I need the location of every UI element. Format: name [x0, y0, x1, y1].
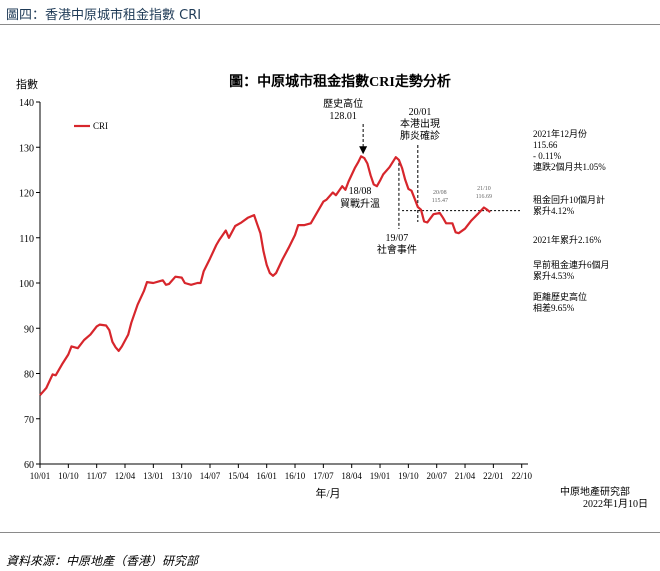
- x-tick-label: 10/01: [30, 471, 51, 481]
- covid-label-1: 本港出現: [400, 117, 440, 130]
- x-tick-label: 13/10: [171, 471, 192, 481]
- x-tick-label: 11/07: [87, 471, 108, 481]
- x-tick-label: 19/01: [370, 471, 391, 481]
- legend-label-cri: CRI: [93, 121, 108, 131]
- right-note-3-line: 2021年累升2.16%: [533, 234, 602, 245]
- x-tick-label: 15/04: [228, 471, 249, 481]
- x-tick-label: 16/01: [256, 471, 277, 481]
- peak-annotation-value: 128.01: [329, 111, 357, 122]
- x-tick-label: 18/04: [341, 471, 362, 481]
- social-event-date: 19/07: [386, 233, 409, 244]
- covid-label-2: 肺炎確診: [400, 129, 440, 142]
- figure-caption: 圖四：香港中原城市租金指數 CRI: [6, 8, 202, 23]
- y-tick-label: 110: [19, 234, 34, 245]
- y-tick-label: 100: [19, 279, 34, 290]
- peak-annotation-arrow: [359, 146, 368, 155]
- right-note-1-line: - 0.11%: [533, 151, 562, 161]
- y-tick-label: 140: [19, 98, 34, 109]
- x-tick-label: 10/10: [58, 471, 79, 481]
- right-note-1-line: 連跌2個月共1.05%: [533, 161, 606, 172]
- chart-title: 圖：中原城市租金指數CRI走勢分析: [229, 73, 451, 90]
- cri-series-line: [39, 155, 491, 396]
- y-tick-label: 130: [19, 143, 34, 154]
- y-tick-label: 120: [19, 189, 34, 200]
- x-tick-label: 12/04: [115, 471, 136, 481]
- small-label-date-1: 20/08: [433, 190, 447, 196]
- y-tick-label: 60: [24, 460, 34, 471]
- y-axis-label: 指數: [16, 77, 38, 91]
- trade-war-date: 18/08: [349, 186, 372, 197]
- small-label-value-1: 115.47: [432, 198, 448, 204]
- small-label-date-2: 21/10: [477, 186, 491, 192]
- x-tick-label: 19/10: [398, 471, 419, 481]
- x-axis-label: 年/月: [315, 486, 340, 500]
- peak-annotation-title: 歷史高位: [323, 97, 363, 110]
- credit-date: 2022年1月10日: [583, 499, 648, 510]
- right-note-1-line: 115.66: [533, 140, 558, 150]
- right-note-5-line: 相差9.65%: [533, 302, 575, 313]
- x-tick-label: 22/01: [483, 471, 504, 481]
- trade-war-label: 貿戰升溫: [340, 198, 380, 210]
- x-tick-label: 17/07: [313, 471, 334, 481]
- right-note-2-line: 租金回升10個月計: [533, 194, 605, 205]
- y-tick-label: 80: [24, 370, 34, 381]
- bottom-divider: [0, 532, 660, 533]
- x-tick-label: 16/10: [285, 471, 306, 481]
- x-tick-label: 21/04: [455, 471, 476, 481]
- top-divider: [0, 24, 660, 25]
- right-note-4-line: 早前租金連升6個月: [533, 259, 610, 270]
- y-tick-label: 70: [24, 415, 34, 426]
- right-note-4-line: 累升4.53%: [533, 271, 575, 281]
- right-note-5-line: 距離歷史高位: [533, 291, 587, 302]
- right-note-2-line: 累升4.12%: [533, 206, 575, 216]
- social-event-label: 社會事件: [377, 243, 417, 256]
- source-note: 資料來源：中原地產（香港）研究部: [6, 554, 199, 568]
- credit-name: 中原地產研究部: [560, 487, 630, 498]
- small-label-value-2: 116.69: [476, 194, 492, 200]
- covid-date: 20/01: [409, 107, 432, 118]
- x-tick-label: 13/01: [143, 471, 164, 481]
- x-tick-label: 20/07: [426, 471, 447, 481]
- x-tick-label: 14/07: [200, 471, 221, 481]
- x-tick-label: 22/10: [511, 471, 532, 481]
- right-note-1-line: 2021年12月份: [533, 128, 587, 139]
- y-tick-label: 90: [24, 324, 34, 335]
